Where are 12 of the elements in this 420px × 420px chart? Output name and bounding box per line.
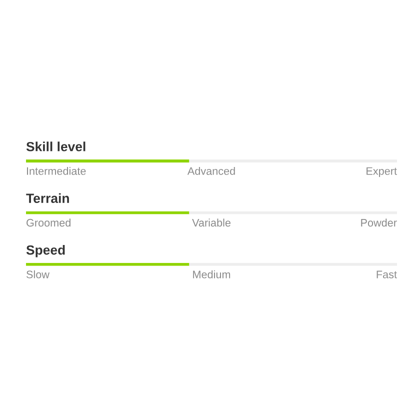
chart-title: Speed (26, 245, 65, 258)
text: Intermediate (27, 166, 86, 175)
text: Variable (192, 218, 230, 227)
text: Medium (193, 270, 230, 278)
text: Powder (361, 218, 397, 227)
text: Slow (26, 270, 50, 278)
chart-title: Terrain (26, 193, 69, 203)
text: Fast (376, 270, 397, 278)
chart-title: Skill level (26, 142, 86, 152)
text: Groomed (26, 218, 70, 227)
text: Advanced (187, 166, 235, 175)
text: Expert (366, 167, 397, 178)
